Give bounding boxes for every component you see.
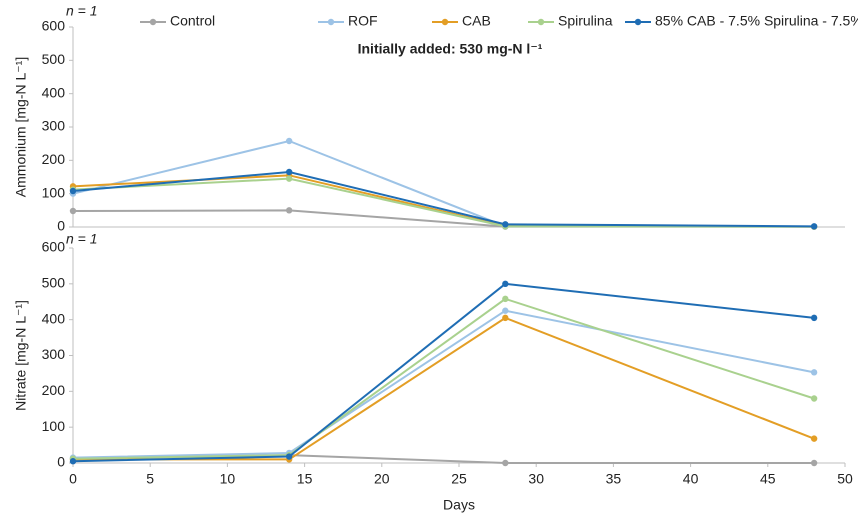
y-tick-label: 500 [42,275,66,291]
legend-marker [327,18,335,26]
data-point [285,453,293,460]
x-tick-label: 25 [451,471,467,487]
y-tick-label: 0 [57,218,65,234]
series-line [72,177,815,228]
data-point [285,207,293,214]
y-tick-label: 200 [42,382,66,398]
data-point [810,459,818,467]
y-axis-label: Ammonium [mg-N L⁻¹] [13,57,29,197]
x-tick-label: 10 [220,471,236,487]
legend-marker [537,18,545,26]
x-tick-label: 5 [146,471,154,487]
series-line [72,170,815,228]
data-point [69,187,77,195]
x-tick-label: 45 [760,471,776,487]
legend-marker [149,18,157,26]
y-tick-label: 200 [42,151,66,167]
x-tick-label: 20 [374,471,390,487]
x-tick-label: 0 [69,471,77,487]
legend-label: ROF [348,13,378,29]
y-tick-label: 300 [42,118,66,134]
y-tick-label: 300 [42,346,66,362]
legend-marker [634,18,642,26]
y-tick-label: 500 [42,51,66,67]
legend-label: Spirulina [558,13,613,29]
series-line [73,316,815,461]
y-tick-label: 600 [42,239,66,255]
y-tick-label: 600 [42,18,66,34]
data-point [810,314,818,322]
legend-label: CAB [462,13,491,29]
data-point [502,221,509,228]
data-point [810,435,818,442]
y-axis-label: Nitrate [mg-N L⁻¹] [13,300,29,411]
series-line [72,297,815,460]
data-point [502,307,509,314]
y-tick-label: 400 [42,84,66,100]
series-line [72,309,815,459]
series-line [72,282,815,463]
annotation: Initially added: 530 mg-N l⁻¹ [358,41,543,57]
legend-label: 85% CAB - 7.5% Spirulina - 7.5% Rhodobac… [655,13,858,29]
y-tick-label: 0 [57,454,65,470]
x-tick-label: 40 [683,471,699,487]
data-point [285,168,293,176]
data-point [69,207,77,215]
data-point [502,295,509,303]
annotation: n = 1 [66,231,98,247]
data-point [502,459,509,467]
annotation: n = 1 [66,3,98,19]
legend-marker [441,18,449,26]
x-tick-label: 15 [297,471,313,487]
data-point [69,458,77,465]
data-point [285,175,293,182]
data-point [810,395,818,402]
x-axis-label: Days [443,497,475,513]
data-point [285,137,293,145]
x-tick-label: 35 [606,471,622,487]
data-point [810,223,818,230]
y-tick-label: 100 [42,184,66,200]
legend-label: Control [170,13,215,29]
y-tick-label: 100 [42,418,66,434]
data-point [810,369,818,376]
x-tick-label: 50 [837,471,853,487]
data-point [502,314,509,322]
x-tick-label: 30 [528,471,544,487]
y-tick-label: 400 [42,310,66,326]
data-point [502,280,509,288]
